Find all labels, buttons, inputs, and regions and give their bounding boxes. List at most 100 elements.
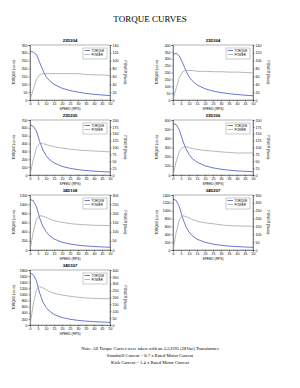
tick-mark	[29, 288, 31, 289]
tick-label: 150	[256, 132, 262, 136]
tick-label: 1000	[20, 293, 28, 297]
legend-swatch	[85, 125, 91, 126]
series-line	[30, 143, 110, 175]
tick: 100	[110, 59, 118, 63]
tick-mark	[172, 79, 174, 80]
legend-label: POWER	[235, 128, 247, 132]
tick: 150	[165, 78, 173, 82]
tick: 40	[236, 250, 240, 256]
tick-label: 175	[256, 125, 262, 129]
chart-title: 23D204	[63, 38, 78, 43]
tick-label: 35	[85, 252, 89, 256]
tick: 40	[253, 83, 259, 87]
series-line	[30, 287, 110, 326]
tick-mark	[110, 213, 112, 214]
tick-label: 0	[26, 99, 28, 103]
tick-mark	[29, 53, 31, 54]
tick: 100	[253, 146, 261, 150]
tick: 35	[85, 250, 89, 256]
tick: 25	[212, 175, 216, 181]
tick: 400	[165, 137, 173, 141]
tick-label: 35	[85, 102, 89, 106]
tick: 30	[220, 175, 224, 181]
tick: 20	[61, 175, 65, 181]
tick-label: 0	[113, 324, 115, 328]
tick: 0	[169, 174, 173, 178]
tick: 40	[110, 83, 116, 87]
y-axis-title: TORQUE (oz-in)	[12, 285, 16, 309]
tick-mark	[29, 69, 31, 70]
tick-label: 0	[30, 177, 32, 181]
tick: 300	[110, 194, 118, 198]
tick: 0	[253, 174, 258, 178]
tick-label: 25	[69, 177, 73, 181]
tick-label: 20	[61, 177, 65, 181]
tick-label: 5	[38, 177, 40, 181]
tick: 350	[22, 44, 30, 48]
tick-mark	[29, 120, 31, 121]
tick-label: 125	[113, 139, 119, 143]
tick-label: 40	[93, 252, 97, 256]
tick: 60	[110, 75, 116, 79]
tick: 1200	[163, 201, 173, 205]
tick-label: 150	[165, 78, 171, 82]
tick-label: 0	[26, 174, 28, 178]
tick-mark	[110, 284, 112, 285]
tick-label: 140	[256, 44, 262, 48]
tick: 10	[45, 100, 49, 106]
tick-label: 800	[165, 217, 171, 221]
tick-label: 25	[69, 252, 73, 256]
tick: 1200	[20, 194, 30, 198]
tick-mark	[29, 61, 31, 62]
tick-label: 200	[113, 119, 119, 123]
tick-label: 35	[228, 252, 232, 256]
y2-axis-title: POWER (Watts)	[266, 61, 270, 85]
tick: 60	[253, 75, 259, 79]
tick: 250	[165, 64, 173, 68]
tick-mark	[172, 138, 174, 139]
x-axis-title: SPEED (RPS)	[202, 107, 223, 111]
tick-label: 300	[165, 146, 171, 150]
tick-label: 30	[220, 252, 224, 256]
tick-mark	[172, 45, 174, 46]
tick: 200	[22, 318, 30, 322]
tick-label: 50	[24, 91, 28, 95]
tick: 125	[110, 139, 118, 143]
tick: 40	[93, 175, 97, 181]
axis-line	[29, 196, 31, 251]
tick-label: 45	[101, 177, 105, 181]
tick-mark	[110, 223, 112, 224]
tick: 400	[165, 44, 173, 48]
tick: 0	[30, 250, 32, 256]
tick: 50	[110, 160, 116, 164]
tick-label: 15	[196, 102, 200, 106]
tick: 250	[22, 59, 30, 63]
tick: 1000	[20, 203, 30, 207]
tick: 100	[253, 233, 261, 237]
tick-mark	[110, 195, 112, 196]
tick-label: 100	[256, 146, 262, 150]
tick: 0	[110, 249, 115, 253]
tick: 1400	[20, 281, 30, 285]
tick-mark	[29, 175, 31, 176]
tick-label: 5	[181, 252, 183, 256]
tick-mark	[253, 61, 255, 62]
chart: 0510152025303540455001002003004005006000…	[155, 113, 270, 186]
tick-label: 200	[165, 241, 171, 245]
tick-label: 30	[77, 252, 81, 256]
tick: 35	[228, 250, 232, 256]
tick: 0	[30, 175, 32, 181]
tick: 200	[253, 119, 261, 123]
tick-mark	[29, 294, 31, 295]
tick-label: 800	[22, 299, 28, 303]
tick: 50	[110, 239, 116, 243]
tick-label: 1200	[20, 287, 28, 291]
tick-mark	[110, 154, 112, 155]
tick-label: 0	[30, 102, 32, 106]
tick: 75	[253, 153, 259, 157]
tick: 120	[253, 51, 261, 55]
tick: 700	[22, 119, 30, 123]
note: Note: All Torque Curves were taken with …	[81, 346, 219, 351]
tick-label: 1200	[20, 194, 28, 198]
tick: 30	[220, 250, 224, 256]
